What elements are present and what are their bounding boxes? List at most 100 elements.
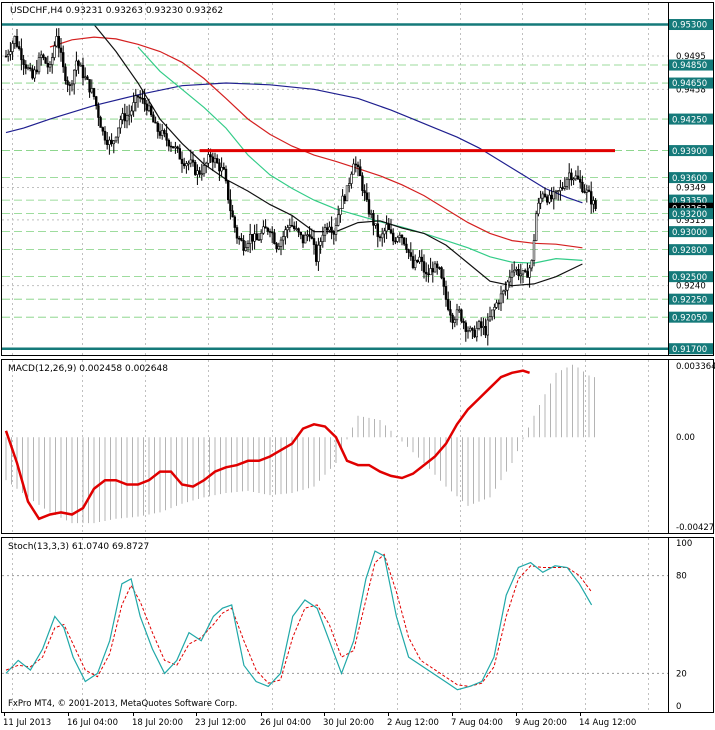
- candle-body: [227, 180, 230, 201]
- candle-body: [486, 319, 489, 336]
- candle-body: [257, 239, 261, 241]
- candle-body: [79, 64, 83, 67]
- candle-body: [488, 316, 492, 321]
- candle-body: [277, 246, 280, 250]
- price-tag: [669, 194, 713, 206]
- candle-body: [446, 299, 450, 310]
- candle-body: [187, 162, 190, 165]
- candle-body: [477, 321, 481, 329]
- candle-body: [361, 175, 364, 191]
- candle-body: [528, 267, 531, 278]
- candle-body: [266, 227, 269, 232]
- candle-body: [356, 164, 360, 168]
- candle-body: [534, 213, 538, 241]
- candle-body: [594, 200, 597, 209]
- candle-body: [325, 227, 329, 231]
- candle-body: [152, 114, 155, 123]
- candle-body: [493, 307, 496, 311]
- price-tag: [669, 172, 713, 184]
- candle-body: [543, 193, 547, 198]
- candle-body: [343, 195, 346, 202]
- candle-body: [224, 168, 228, 182]
- candle-body: [550, 194, 553, 200]
- candle-body: [310, 236, 313, 239]
- candle-body: [196, 170, 199, 175]
- candle-body: [519, 273, 523, 276]
- candle-body: [178, 148, 181, 160]
- candle-body: [574, 175, 578, 180]
- chart-title: USDCHF,H4 0.93231 0.93263 0.93230 0.9326…: [10, 6, 223, 16]
- candle-body: [240, 238, 243, 241]
- candle-body: [537, 202, 540, 215]
- candle-body: [369, 213, 373, 215]
- candle-body: [378, 236, 382, 239]
- candle-body: [515, 269, 518, 271]
- candle-body: [92, 88, 96, 97]
- stoch-signal-line: [5, 553, 593, 687]
- candle-body: [453, 319, 456, 323]
- candle-body: [460, 309, 463, 322]
- candle-body: [387, 224, 390, 230]
- candle-body: [589, 191, 593, 205]
- candle-body: [220, 167, 223, 172]
- candle-body: [365, 192, 368, 200]
- candle-body: [284, 229, 287, 237]
- candle-body: [429, 268, 432, 276]
- candle-body: [317, 244, 320, 262]
- candle-body: [583, 191, 586, 194]
- candle-body: [312, 238, 316, 245]
- candle-body: [308, 234, 311, 238]
- candle-body: [510, 271, 514, 278]
- price-tag: [669, 77, 713, 89]
- candle-body: [336, 214, 340, 226]
- candle-body: [332, 232, 335, 235]
- candle-body: [114, 136, 118, 142]
- candle-body: [108, 139, 111, 145]
- candle-body: [405, 243, 408, 250]
- candle-body: [385, 224, 388, 232]
- candle-body: [299, 231, 302, 236]
- panel-frame-1: [1, 359, 714, 534]
- stoch-label: Stoch(13,3,3) 61.0740 69.8727: [8, 542, 149, 552]
- candle-body: [9, 51, 12, 55]
- candle-body: [13, 36, 16, 44]
- candle-body: [213, 158, 217, 163]
- time-axis-label: 7 Aug 04:00: [451, 718, 503, 728]
- price-tag-label: 0.92800: [672, 246, 707, 256]
- time-axis-label: 2 Aug 12:00: [387, 718, 439, 728]
- candle-body: [581, 181, 584, 193]
- candle-body: [321, 234, 324, 242]
- candle-body: [125, 115, 129, 122]
- candle-body: [449, 309, 452, 316]
- candle-body: [123, 113, 127, 122]
- price-tag-label: 0.93350: [672, 196, 707, 206]
- candle-body: [523, 270, 527, 272]
- time-axis-label: 30 Jul 20:00: [323, 718, 374, 728]
- candle-body: [31, 68, 34, 79]
- candle-body: [264, 226, 267, 229]
- candle-body: [246, 243, 250, 248]
- candle-body: [561, 187, 564, 189]
- panel-frame-0: [1, 2, 714, 356]
- candle-body: [363, 190, 366, 194]
- candle-body: [117, 127, 120, 138]
- price-tag: [669, 244, 713, 256]
- candle-body: [136, 95, 140, 98]
- candle-body: [139, 96, 142, 99]
- candle-body: [231, 210, 234, 218]
- candle-body: [207, 154, 210, 164]
- moving-average-line: [5, 82, 583, 204]
- candle-body: [440, 267, 443, 279]
- candle-body: [424, 271, 428, 275]
- candle-body: [158, 131, 162, 136]
- price-tag: [669, 208, 713, 220]
- candle-body: [26, 67, 30, 69]
- candle-body: [572, 178, 575, 181]
- candle-body: [132, 102, 135, 112]
- stoch-tick-label: 0: [676, 702, 681, 712]
- candle-body: [253, 233, 256, 242]
- candle-body: [433, 263, 437, 273]
- candle-body: [416, 259, 419, 263]
- candle-body: [306, 234, 309, 236]
